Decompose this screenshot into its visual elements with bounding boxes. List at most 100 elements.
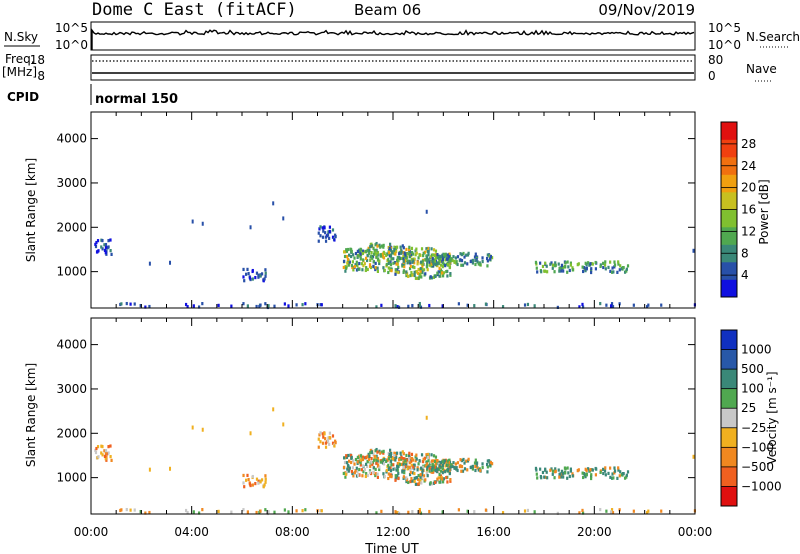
power-point (605, 303, 608, 307)
velocity-point (97, 455, 100, 459)
power-point (408, 266, 412, 271)
power-point (100, 245, 103, 249)
power-point (354, 251, 358, 256)
power-point (420, 267, 424, 271)
power-point (125, 301, 128, 306)
velocity-point (319, 509, 322, 513)
velocity-point (361, 455, 365, 459)
power-point (609, 269, 612, 273)
power-point (351, 260, 354, 264)
velocity-point (374, 467, 377, 471)
velocity-point (380, 509, 383, 513)
velocity-point (437, 467, 441, 471)
xtick-label: 12:00 (376, 525, 411, 539)
power-point (422, 251, 425, 255)
power-point (379, 245, 382, 249)
power-point (617, 260, 620, 264)
velocity-point (343, 460, 347, 465)
velocity-point (387, 463, 390, 467)
velocity-point (411, 479, 414, 483)
velocity-point (426, 466, 429, 470)
velocity-point (439, 460, 443, 465)
power-point (584, 269, 587, 273)
colorbar-block (721, 388, 737, 409)
velocity-point (441, 477, 444, 481)
power-point (410, 271, 413, 275)
power-point (246, 267, 249, 272)
power-point (192, 304, 195, 308)
velocity-point (242, 508, 245, 512)
power-point (475, 258, 478, 262)
velocity-point (561, 471, 564, 476)
power-point (486, 264, 489, 268)
velocity-point (554, 469, 557, 473)
power-point (604, 267, 607, 271)
power-point (438, 266, 441, 271)
velocity-point (434, 480, 437, 485)
velocity-point (104, 448, 108, 453)
velocity-point (581, 511, 585, 515)
power-point (459, 258, 462, 262)
power-point (564, 265, 567, 269)
velocity-point (259, 509, 262, 513)
power-point (397, 270, 400, 275)
velocity-point (590, 473, 593, 477)
power-point (441, 257, 444, 262)
power-point (645, 305, 649, 309)
velocity-point (393, 451, 396, 455)
nave-label: Nave (746, 62, 777, 76)
velocity-point (392, 463, 395, 467)
velocity-point (333, 444, 336, 448)
power-point (439, 254, 443, 259)
velocity-point (477, 468, 480, 472)
velocity-point (388, 460, 391, 464)
velocity-point (587, 467, 590, 471)
power-point (417, 267, 420, 272)
velocity-point (409, 467, 412, 471)
velocity-point (432, 481, 436, 485)
velocity-point (197, 511, 201, 515)
noise-panel: 10^5 10^0 10^5 10^0 N.Sky N.Search (4, 21, 800, 52)
velocity-point (448, 460, 452, 465)
power-point (408, 259, 411, 263)
power-point (459, 252, 462, 256)
power-point (343, 259, 346, 263)
power-point (413, 273, 416, 278)
power-point (424, 258, 428, 262)
power-point (692, 248, 695, 253)
power-point (436, 261, 439, 265)
power-point (266, 305, 269, 310)
power-point (408, 245, 411, 249)
ytick-label: 4000 (56, 338, 87, 352)
power-point (259, 303, 262, 307)
velocity-ylabel: Slant Range [km] (24, 363, 38, 467)
velocity-scatter (94, 407, 697, 516)
power-point (602, 265, 605, 270)
velocity-point (109, 444, 112, 448)
colorbar-block (721, 349, 737, 370)
velocity-point (438, 480, 441, 484)
power-point (545, 264, 548, 268)
power-point (409, 273, 412, 278)
velocity-point (356, 470, 359, 474)
power-point (429, 275, 432, 279)
power-point (621, 266, 624, 270)
velocity-point (581, 471, 584, 475)
power-point (426, 249, 430, 254)
colorbar-block (721, 447, 737, 468)
velocity-point (404, 459, 407, 463)
power-point (418, 275, 421, 279)
power-point (448, 265, 451, 270)
velocity-point (426, 462, 429, 466)
power-point (350, 248, 353, 252)
velocity-point (612, 476, 615, 480)
power-point (436, 253, 439, 257)
power-point (370, 254, 373, 258)
velocity-point (427, 464, 430, 468)
power-point (611, 266, 614, 270)
velocity-point (425, 471, 429, 475)
velocity-point (545, 470, 548, 474)
power-point (104, 242, 108, 247)
power-point (407, 274, 410, 279)
velocity-point (389, 466, 392, 470)
